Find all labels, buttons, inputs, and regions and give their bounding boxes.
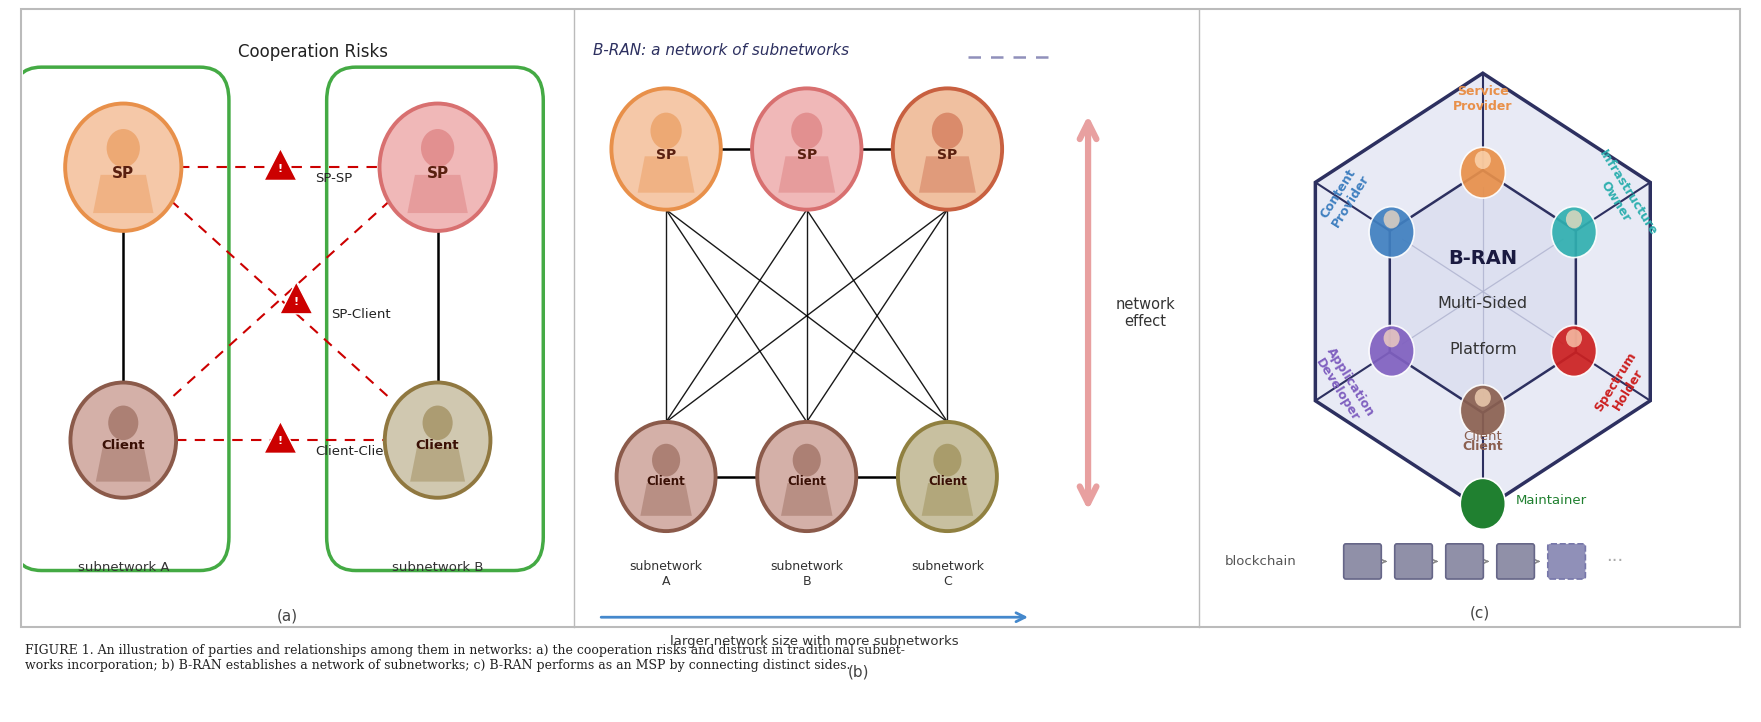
Text: SP: SP xyxy=(657,148,676,162)
Text: !: ! xyxy=(294,297,299,307)
Text: !: ! xyxy=(278,163,284,173)
Text: (c): (c) xyxy=(1470,606,1490,620)
Text: SP: SP xyxy=(426,166,449,181)
Text: SP: SP xyxy=(796,148,817,162)
Text: subnetwork
B: subnetwork B xyxy=(770,560,844,588)
Circle shape xyxy=(1551,326,1597,376)
Circle shape xyxy=(107,406,139,440)
Text: subnetwork
C: subnetwork C xyxy=(910,560,984,588)
Text: SP-Client: SP-Client xyxy=(331,308,391,321)
Ellipse shape xyxy=(65,103,181,231)
Text: Cooperation Risks: Cooperation Risks xyxy=(238,43,389,61)
Circle shape xyxy=(423,406,453,440)
Ellipse shape xyxy=(898,422,997,531)
Circle shape xyxy=(1474,388,1492,406)
Circle shape xyxy=(107,129,139,168)
Text: (a): (a) xyxy=(276,609,298,624)
Ellipse shape xyxy=(70,383,176,497)
Text: !: ! xyxy=(278,436,284,446)
Circle shape xyxy=(1460,147,1506,198)
FancyBboxPatch shape xyxy=(1395,544,1432,579)
Circle shape xyxy=(1368,206,1414,258)
Text: Client: Client xyxy=(102,440,144,453)
Circle shape xyxy=(792,444,821,477)
Text: Client-Client: Client-Client xyxy=(315,445,396,458)
Circle shape xyxy=(1384,210,1400,228)
Text: network
effect: network effect xyxy=(1115,297,1175,329)
Ellipse shape xyxy=(757,422,856,531)
FancyBboxPatch shape xyxy=(1497,544,1534,579)
Circle shape xyxy=(791,113,822,149)
Text: SP: SP xyxy=(113,166,134,181)
Circle shape xyxy=(933,444,962,477)
Text: Application
Developer: Application Developer xyxy=(1312,345,1377,427)
Polygon shape xyxy=(410,447,465,482)
Polygon shape xyxy=(264,149,298,180)
Text: Client: Client xyxy=(928,476,967,489)
Text: Multi-Sided: Multi-Sided xyxy=(1437,296,1529,311)
Text: FIGURE 1. An illustration of parties and relationships among them in networks: a: FIGURE 1. An illustration of parties and… xyxy=(25,644,905,672)
FancyBboxPatch shape xyxy=(1344,544,1381,579)
Text: subnetwork
A: subnetwork A xyxy=(630,560,703,588)
Text: Client: Client xyxy=(646,476,685,489)
Ellipse shape xyxy=(616,422,715,531)
Text: subnetwork B: subnetwork B xyxy=(393,561,483,574)
Circle shape xyxy=(650,113,682,149)
FancyBboxPatch shape xyxy=(1446,544,1483,579)
Circle shape xyxy=(932,113,963,149)
Text: Service
Provider: Service Provider xyxy=(1453,84,1513,113)
Text: Client: Client xyxy=(1462,440,1504,453)
Text: Maintainer: Maintainer xyxy=(1516,495,1587,508)
Text: Spectrum
Holder: Spectrum Holder xyxy=(1592,349,1652,422)
Ellipse shape xyxy=(893,88,1002,209)
Ellipse shape xyxy=(384,383,490,497)
Text: B-RAN: B-RAN xyxy=(1448,248,1518,268)
Ellipse shape xyxy=(379,103,497,231)
Ellipse shape xyxy=(611,88,720,209)
Circle shape xyxy=(652,444,680,477)
Circle shape xyxy=(1566,210,1581,228)
Polygon shape xyxy=(1389,170,1576,413)
Polygon shape xyxy=(641,483,692,516)
Bar xyxy=(21,9,1740,627)
Text: ···: ··· xyxy=(1606,552,1624,570)
Text: SP: SP xyxy=(937,148,958,162)
Polygon shape xyxy=(264,422,298,453)
Text: Client: Client xyxy=(1463,430,1502,443)
Polygon shape xyxy=(637,156,694,193)
Circle shape xyxy=(1460,479,1506,529)
Circle shape xyxy=(1368,326,1414,376)
Circle shape xyxy=(1384,329,1400,347)
Circle shape xyxy=(421,129,454,168)
Text: larger network size with more subnetworks: larger network size with more subnetwork… xyxy=(671,635,960,648)
Polygon shape xyxy=(919,156,976,193)
Polygon shape xyxy=(921,483,974,516)
Circle shape xyxy=(1474,151,1492,169)
Circle shape xyxy=(1551,206,1597,258)
Text: B-RAN: a network of subnetworks: B-RAN: a network of subnetworks xyxy=(593,43,849,58)
Polygon shape xyxy=(93,175,153,213)
Text: SP-SP: SP-SP xyxy=(315,172,352,185)
Polygon shape xyxy=(782,483,833,516)
Circle shape xyxy=(1566,329,1581,347)
Polygon shape xyxy=(95,447,151,482)
Text: Client: Client xyxy=(416,440,460,453)
Text: Infrastructure
Owner: Infrastructure Owner xyxy=(1583,148,1659,246)
Text: (b): (b) xyxy=(849,664,870,679)
Ellipse shape xyxy=(752,88,861,209)
Text: Content
Provider: Content Provider xyxy=(1317,165,1372,230)
Circle shape xyxy=(1460,385,1506,436)
Text: blockchain: blockchain xyxy=(1226,555,1296,568)
Polygon shape xyxy=(407,175,468,213)
Polygon shape xyxy=(1315,73,1650,510)
Polygon shape xyxy=(280,282,313,314)
Text: Platform: Platform xyxy=(1449,342,1516,357)
FancyBboxPatch shape xyxy=(1548,544,1585,579)
Text: subnetwork A: subnetwork A xyxy=(77,561,169,574)
Polygon shape xyxy=(778,156,835,193)
Text: Client: Client xyxy=(787,476,826,489)
